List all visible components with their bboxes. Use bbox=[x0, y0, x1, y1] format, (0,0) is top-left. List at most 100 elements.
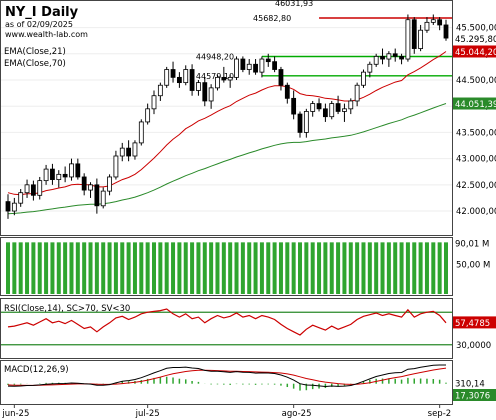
volume-bar bbox=[63, 242, 68, 294]
volume-bar bbox=[437, 242, 442, 294]
level-label: 44579,10 bbox=[196, 72, 234, 81]
candle-body bbox=[424, 21, 430, 31]
volume-bar bbox=[209, 242, 214, 294]
volume-bar bbox=[310, 242, 315, 294]
candles bbox=[5, 14, 449, 219]
volume-bar bbox=[177, 242, 182, 294]
candle-body bbox=[18, 192, 24, 204]
candle-body bbox=[215, 76, 220, 89]
volume-bar bbox=[202, 242, 207, 294]
chart-title: NY_I Daily bbox=[5, 5, 79, 20]
volume-bar bbox=[259, 242, 264, 294]
candle-body bbox=[56, 173, 62, 180]
candle-body bbox=[284, 84, 290, 99]
volume-bar bbox=[196, 242, 201, 294]
volume-bars bbox=[6, 242, 448, 294]
volume-bar bbox=[361, 242, 366, 294]
volume-bar bbox=[56, 242, 61, 294]
volume-bar bbox=[424, 242, 429, 294]
volume-bar bbox=[6, 242, 10, 294]
volume-bar bbox=[317, 242, 322, 294]
candle-body bbox=[202, 82, 208, 102]
macd-last-label-bg bbox=[453, 377, 496, 390]
macd-line bbox=[7, 364, 446, 388]
volume-bar bbox=[82, 242, 87, 294]
candle-body bbox=[43, 168, 49, 182]
volume-bar bbox=[75, 242, 80, 294]
candle-body bbox=[81, 176, 87, 191]
volume-bar bbox=[50, 242, 55, 294]
candle-body bbox=[405, 19, 411, 60]
candle-body bbox=[373, 56, 379, 65]
candle-body bbox=[176, 76, 182, 84]
ema70-line bbox=[7, 103, 447, 215]
volume-bar bbox=[221, 242, 226, 294]
volume-bar bbox=[107, 242, 112, 294]
candle-body bbox=[418, 29, 424, 49]
candle-body bbox=[145, 108, 151, 123]
candle-body bbox=[380, 56, 385, 60]
rsi-line bbox=[7, 308, 447, 336]
last-close-label-bg bbox=[453, 32, 496, 45]
rsi-last-label: 57,4785 bbox=[455, 319, 490, 329]
candle-body bbox=[88, 184, 93, 191]
rsi-tick-label: 30,0000 bbox=[456, 341, 491, 351]
macd-panel bbox=[0, 360, 453, 405]
candle-body bbox=[132, 142, 138, 157]
volume-bar bbox=[444, 242, 448, 294]
source-label: www.wealth-lab.com bbox=[5, 30, 88, 39]
volume-bar bbox=[88, 242, 93, 294]
candle-body bbox=[354, 84, 360, 102]
last-ema70-label: 44.051,39 bbox=[455, 100, 496, 110]
volume-bar bbox=[126, 242, 131, 294]
volume-bar bbox=[158, 242, 163, 294]
volume-bar bbox=[278, 242, 283, 294]
last-ema70-label-bg bbox=[453, 97, 496, 110]
candle-body bbox=[430, 19, 436, 23]
candle-body bbox=[183, 69, 189, 84]
candle-body bbox=[259, 58, 265, 73]
volume-bar bbox=[386, 242, 391, 294]
volume-bar bbox=[37, 242, 42, 294]
candle-body bbox=[138, 121, 144, 144]
legend-ema70: EMA(Close,70) bbox=[4, 59, 66, 69]
macd-hist-last-label: 17,3076 bbox=[455, 392, 490, 402]
volume-bar bbox=[139, 242, 144, 294]
rsi-last-label-bg bbox=[453, 316, 496, 329]
volume-bar bbox=[101, 242, 106, 294]
volume-bar bbox=[298, 242, 302, 294]
candle-body bbox=[361, 71, 366, 86]
level-lines: 45682,80 44948,20 44579,10 bbox=[196, 14, 452, 81]
legend-ema21: EMA(Close,21) bbox=[4, 47, 66, 57]
volume-bar bbox=[367, 242, 372, 294]
candle-body bbox=[392, 53, 398, 57]
price-tick-label: 42.000,00 bbox=[456, 207, 496, 217]
candle-body bbox=[189, 69, 195, 91]
candle-body bbox=[94, 184, 100, 207]
volume-bar bbox=[355, 242, 360, 294]
volume-tick-label: 50,00 M bbox=[456, 261, 490, 271]
candle-body bbox=[386, 53, 392, 60]
x-tick-label: jun-25 bbox=[1, 409, 29, 419]
candle-body bbox=[342, 108, 347, 112]
macd-label: MACD(12,26,9) bbox=[4, 365, 69, 375]
volume-bar bbox=[25, 242, 30, 294]
volume-bar bbox=[323, 242, 328, 294]
x-tick-label: sep-2 bbox=[428, 409, 452, 419]
candle-body bbox=[11, 202, 17, 212]
candle-body bbox=[367, 63, 373, 73]
volume-bar bbox=[215, 242, 220, 294]
volume-bar bbox=[348, 242, 353, 294]
rsi-label: RSI(Close,14), SC>70, SV<30 bbox=[4, 304, 130, 314]
volume-bar bbox=[234, 242, 239, 294]
candle-body bbox=[291, 97, 297, 115]
candle-body bbox=[272, 61, 278, 70]
volume-bar bbox=[272, 242, 277, 294]
volume-bar bbox=[380, 242, 385, 294]
price-grid bbox=[1, 27, 452, 212]
candle-body bbox=[69, 163, 74, 178]
price-panel bbox=[0, 0, 453, 236]
volume-bar bbox=[329, 242, 334, 294]
macd-last-label: 310,14 bbox=[455, 380, 485, 390]
